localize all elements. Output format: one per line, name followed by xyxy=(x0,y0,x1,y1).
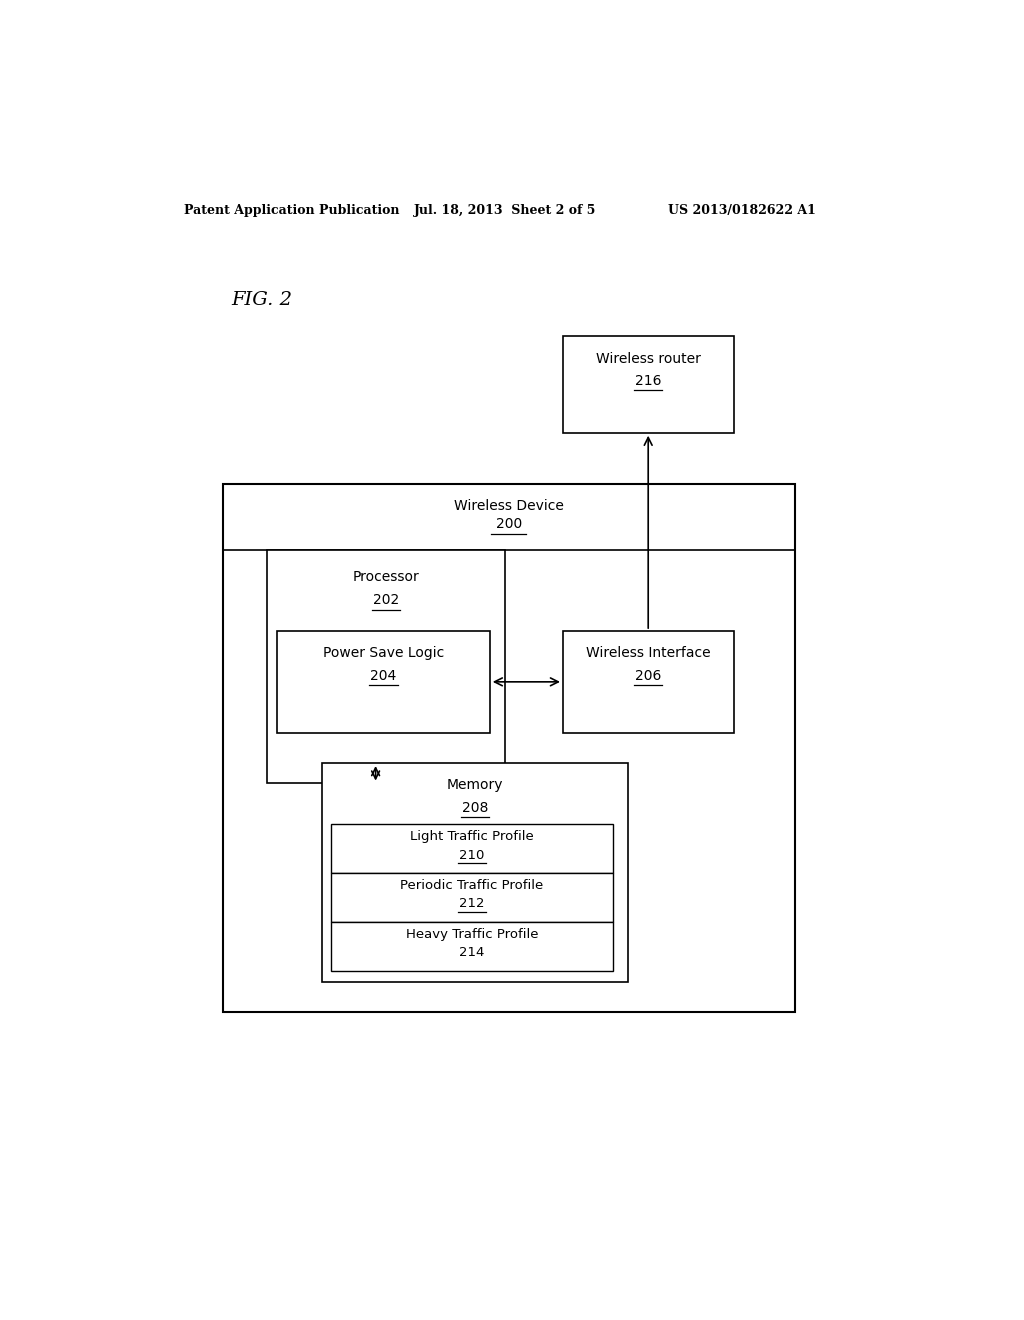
Bar xyxy=(331,873,613,921)
Text: 210: 210 xyxy=(460,849,484,862)
Bar xyxy=(267,549,505,784)
Text: Processor: Processor xyxy=(352,570,419,583)
Text: Wireless Device: Wireless Device xyxy=(454,499,564,513)
Text: 204: 204 xyxy=(371,669,396,682)
Bar xyxy=(223,483,795,1012)
Bar xyxy=(563,337,733,433)
Text: 208: 208 xyxy=(462,801,488,814)
Text: US 2013/0182622 A1: US 2013/0182622 A1 xyxy=(668,205,815,216)
Bar xyxy=(563,631,733,733)
Text: FIG. 2: FIG. 2 xyxy=(231,290,292,309)
Text: Wireless Interface: Wireless Interface xyxy=(586,647,711,660)
Text: Jul. 18, 2013  Sheet 2 of 5: Jul. 18, 2013 Sheet 2 of 5 xyxy=(414,205,596,216)
Text: 206: 206 xyxy=(635,669,662,682)
Text: 212: 212 xyxy=(460,898,484,911)
Bar xyxy=(331,824,613,873)
Text: 214: 214 xyxy=(460,946,484,960)
Bar xyxy=(278,631,489,733)
Text: Power Save Logic: Power Save Logic xyxy=(323,647,444,660)
Text: Light Traffic Profile: Light Traffic Profile xyxy=(411,830,534,843)
Text: 202: 202 xyxy=(373,594,399,607)
Text: Heavy Traffic Profile: Heavy Traffic Profile xyxy=(406,928,539,941)
Text: 200: 200 xyxy=(496,517,522,531)
Bar xyxy=(331,921,613,970)
Text: Wireless router: Wireless router xyxy=(596,351,700,366)
Bar xyxy=(323,763,628,982)
Text: 216: 216 xyxy=(635,374,662,388)
Text: Patent Application Publication: Patent Application Publication xyxy=(183,205,399,216)
Text: Memory: Memory xyxy=(446,779,504,792)
Text: Periodic Traffic Profile: Periodic Traffic Profile xyxy=(400,879,544,892)
